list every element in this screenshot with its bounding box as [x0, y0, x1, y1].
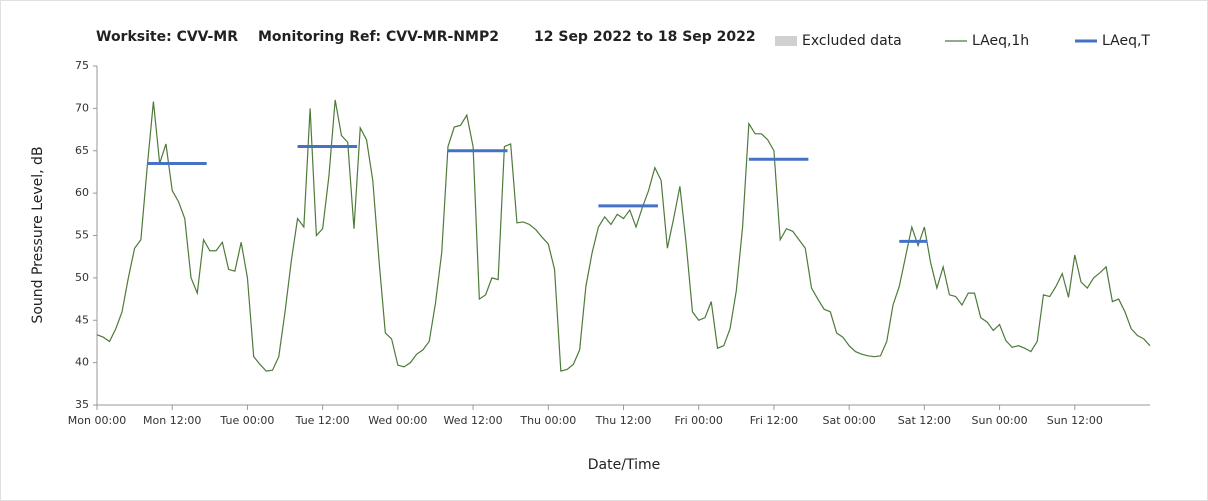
- y-tick-label: 60: [75, 186, 89, 199]
- x-tick-label: Wed 00:00: [368, 414, 427, 427]
- x-tick-label: Thu 00:00: [519, 414, 576, 427]
- y-tick-label: 75: [75, 59, 89, 72]
- y-tick-label: 55: [75, 229, 89, 242]
- y-tick-label: 40: [75, 356, 89, 369]
- legend-label: LAeq,T: [1102, 33, 1150, 49]
- y-tick-label: 45: [75, 313, 89, 326]
- chart-subtitle: Monitoring Ref: CVV-MR-NMP2: [258, 29, 499, 45]
- x-tick-label: Sun 12:00: [1047, 414, 1103, 427]
- y-tick-label: 50: [75, 271, 89, 284]
- y-tick-label: 35: [75, 398, 89, 411]
- x-tick-label: Wed 12:00: [443, 414, 502, 427]
- y-tick-label: 70: [75, 101, 89, 114]
- date-range: 12 Sep 2022 to 18 Sep 2022: [534, 29, 756, 45]
- x-tick-label: Sun 00:00: [972, 414, 1028, 427]
- legend-swatch: [775, 36, 797, 46]
- y-tick-label: 65: [75, 144, 89, 157]
- legend-label: Excluded data: [802, 33, 902, 49]
- y-axis-title: Sound Pressure Level, dB: [30, 146, 46, 323]
- x-tick-label: Mon 12:00: [143, 414, 201, 427]
- x-tick-label: Tue 00:00: [219, 414, 274, 427]
- x-tick-label: Mon 00:00: [68, 414, 126, 427]
- x-axis-title: Date/Time: [588, 457, 660, 473]
- x-tick-label: Thu 12:00: [595, 414, 652, 427]
- chart-title: Worksite: CVV-MR: [96, 29, 238, 45]
- x-tick-label: Sat 00:00: [823, 414, 876, 427]
- x-tick-label: Tue 12:00: [295, 414, 350, 427]
- x-tick-label: Fri 12:00: [750, 414, 798, 427]
- legend-label: LAeq,1h: [972, 33, 1029, 49]
- line-series: [96, 99, 1151, 372]
- x-tick-label: Fri 00:00: [675, 414, 723, 427]
- x-tick-label: Sat 12:00: [898, 414, 951, 427]
